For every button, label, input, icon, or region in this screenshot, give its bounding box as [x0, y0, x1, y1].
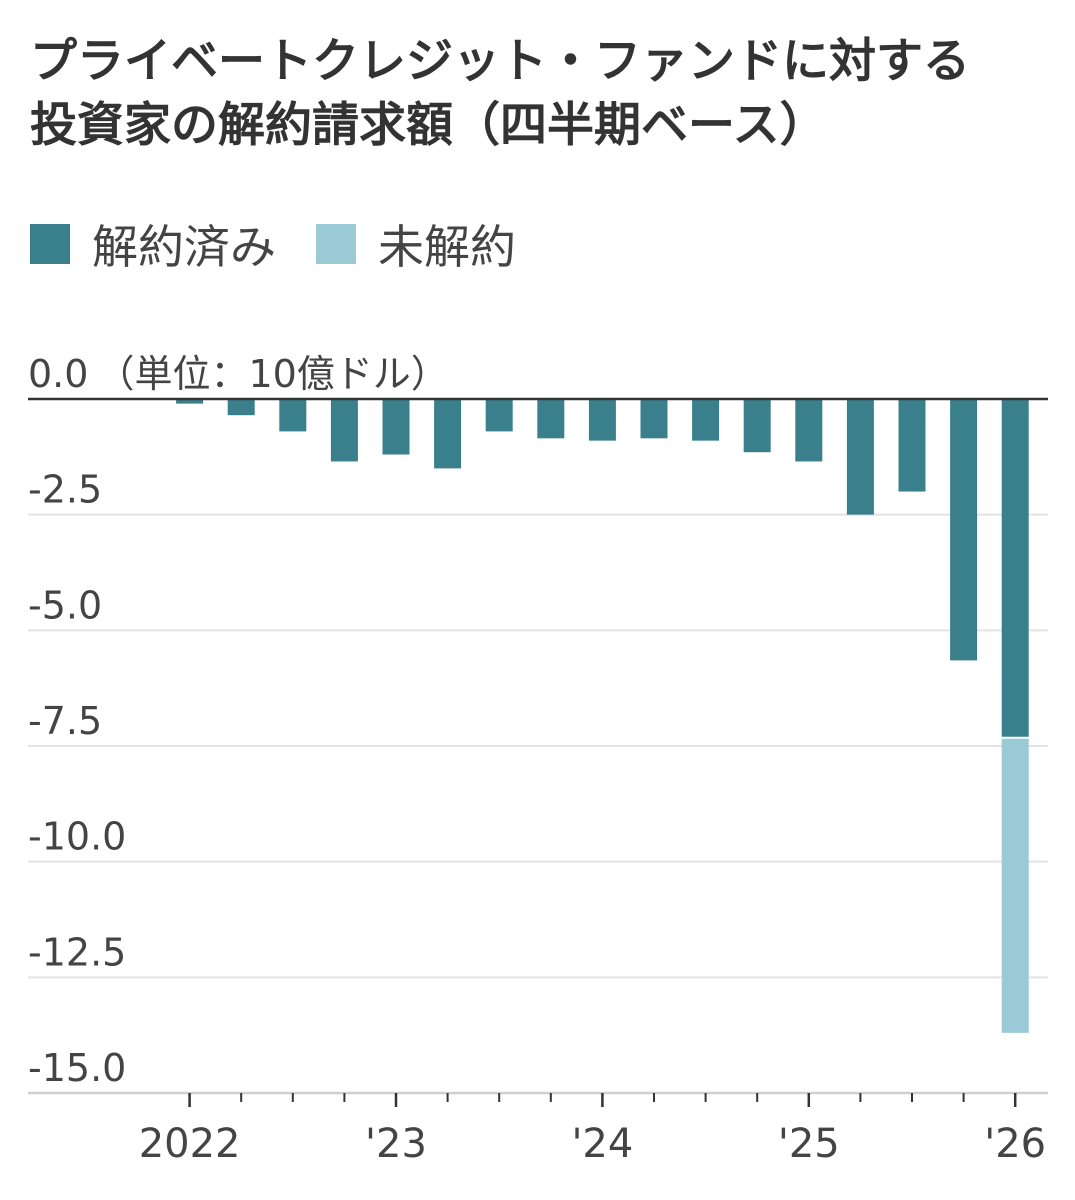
x-tick-label: '24 [571, 1121, 633, 1167]
bar-settled [898, 399, 926, 492]
bar-settled [227, 399, 255, 416]
legend-item-settled: 解約済み [30, 211, 276, 277]
y-tick-label: -7.5 [28, 699, 102, 743]
legend-swatch-unsettled [316, 224, 356, 264]
y-tick-label: -12.5 [28, 930, 126, 974]
y-tick-label: -2.5 [28, 468, 102, 512]
x-tick-label: '25 [778, 1121, 840, 1167]
chart-title-line-2: 投資家の解約請求額（四半期ベース） [30, 98, 827, 153]
chart-title: プライベートクレジット・ファンドに対する 投資家の解約請求額（四半期ベース） [30, 30, 1060, 158]
bar-settled [692, 399, 720, 441]
bar-settled [382, 399, 410, 455]
y-tick-label: 0.0 （単位：10億ドル） [28, 352, 449, 396]
y-tick-label: -10.0 [28, 815, 126, 859]
legend-item-unsettled: 未解約 [316, 211, 516, 277]
chart-legend: 解約済み 未解約 [30, 212, 556, 276]
x-tick-label: '26 [984, 1121, 1046, 1167]
y-tick-label: -5.0 [28, 583, 102, 627]
bar-settled [176, 399, 204, 404]
y-tick-label: -15.0 [28, 1046, 126, 1090]
unit-label: （単位：10億ドル） [96, 352, 448, 396]
bar-settled [743, 399, 771, 453]
legend-label-unsettled: 未解約 [378, 220, 516, 274]
legend-swatch-settled [30, 224, 70, 264]
bar-unsettled [1001, 738, 1029, 1033]
chart-title-line-1: プライベートクレジット・ファンドに対する [30, 34, 970, 89]
bar-settled [537, 399, 565, 439]
x-tick-label: '23 [365, 1121, 427, 1167]
bar-settled [950, 399, 978, 661]
bar-settled [795, 399, 823, 462]
bar-settled [279, 399, 307, 432]
bar-chart: 0.0 （単位：10億ドル） -2.5 -5.0 -7.5 -10.0 -12.5 -15.0… [28, 352, 1048, 1167]
bar-settled [846, 399, 874, 515]
bar-settled [434, 399, 462, 469]
legend-label-settled: 解約済み [92, 220, 276, 274]
bar-settled [588, 399, 616, 441]
bar-settled [640, 399, 668, 439]
x-tick-label: 2022 [139, 1121, 241, 1167]
bar-settled [1001, 399, 1029, 737]
bar-settled [330, 399, 358, 462]
bar-settled [485, 399, 513, 432]
